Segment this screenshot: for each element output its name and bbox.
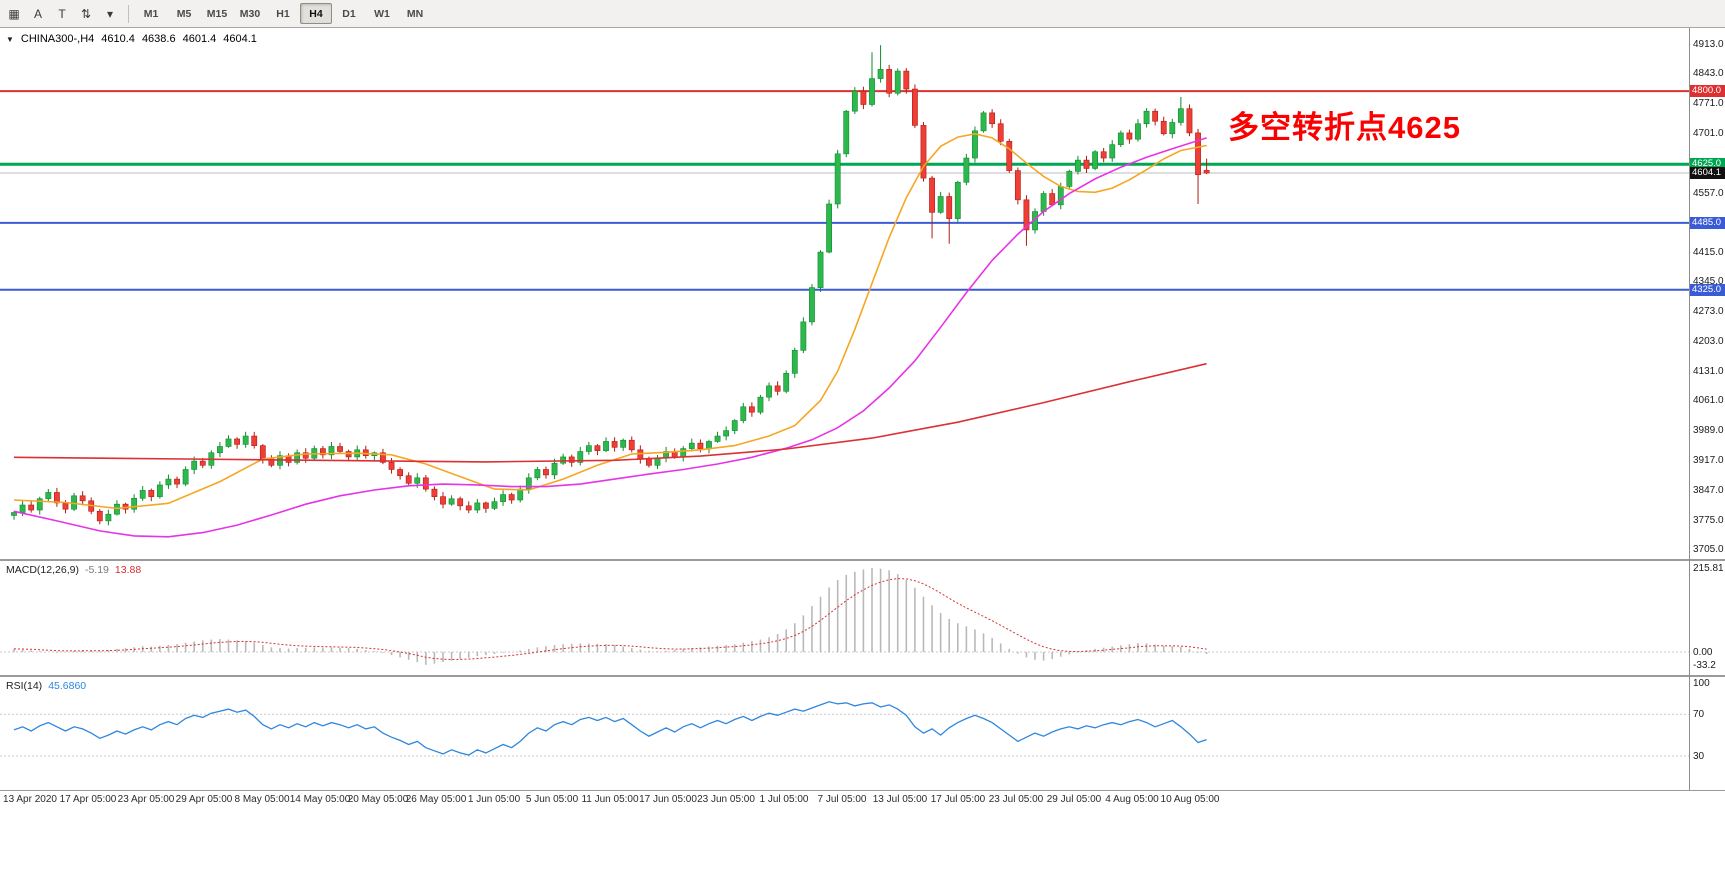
candlestick-chart[interactable] <box>0 28 1689 559</box>
date-tick: 14 May 05:00 <box>289 794 351 805</box>
macd-axis-tick: -33.2 <box>1693 659 1716 671</box>
date-tick: 23 Jun 05:00 <box>697 794 755 805</box>
font-tool-button[interactable]: A <box>33 6 42 21</box>
price-tick: 3775.0 <box>1693 514 1724 526</box>
price-tick: 4203.0 <box>1693 335 1724 347</box>
date-tick: 10 Aug 05:00 <box>1160 794 1220 805</box>
timeframe-m15[interactable]: M15 <box>206 7 228 20</box>
date-tick: 13 Jul 05:00 <box>872 794 928 805</box>
price-tick: 4913.0 <box>1693 38 1724 50</box>
rsi-axis-tick: 30 <box>1693 751 1705 762</box>
price-tick: 4415.0 <box>1693 247 1724 259</box>
date-tick: 11 Jun 05:00 <box>581 794 639 805</box>
date-tick: 7 Jul 05:00 <box>817 794 867 805</box>
timeframe-d1[interactable]: D1 <box>342 7 356 20</box>
rsi-label: RSI(14) 45.6860 <box>6 680 86 692</box>
macd-label: MACD(12,26,9) -5.19 13.88 <box>6 564 141 576</box>
scroll-mode-icon[interactable]: ⇅ <box>80 6 92 21</box>
macd-histogram <box>13 567 1208 665</box>
macd-axis-tick: 0.00 <box>1693 647 1713 658</box>
text-tool-button[interactable]: T <box>58 6 66 21</box>
macd-signal-line <box>13 578 1207 661</box>
date-tick: 17 Apr 05:00 <box>59 794 117 805</box>
macd-name: MACD(12,26,9) <box>6 564 79 576</box>
date-tick: 1 Jun 05:00 <box>467 794 521 805</box>
timeframe-mn[interactable]: MN <box>406 7 424 20</box>
timeframe-h1[interactable]: H1 <box>276 7 290 20</box>
rsi-indicator-chart[interactable] <box>0 677 1689 790</box>
dropdown-caret-icon[interactable]: ▾ <box>106 6 114 21</box>
date-axis[interactable]: 13 Apr 2020 17 Apr 05:00 23 Apr 05:00 29 Ap… <box>0 794 1725 814</box>
open-value: 4610.4 <box>101 33 135 45</box>
pane-separator[interactable] <box>0 675 1725 677</box>
date-tick: 23 Jul 05:00 <box>988 794 1044 805</box>
date-tick: 13 Apr 2020 <box>3 794 57 805</box>
date-tick: 8 May 05:00 <box>234 794 290 805</box>
price-tick: 4061.0 <box>1693 395 1724 407</box>
price-tick: 4345.0 <box>1693 276 1724 288</box>
date-tick: 26 May 05:00 <box>405 794 467 805</box>
rsi-axis-tick: 100 <box>1693 678 1710 689</box>
rsi-value: 45.6860 <box>48 680 87 692</box>
pane-separator <box>0 790 1725 791</box>
close-value: 4604.1 <box>223 33 257 45</box>
macd-main-value: -5.19 <box>84 564 109 576</box>
price-tick: 3847.0 <box>1693 484 1724 496</box>
timeframe-m30[interactable]: M30 <box>239 7 261 20</box>
chart-annotation-text: 多空转折点4625 <box>1228 110 1461 145</box>
date-tick: 20 May 05:00 <box>347 794 409 805</box>
price-axis-border <box>1689 28 1690 790</box>
price-badge-4800.0: 4800.0 <box>1690 85 1725 98</box>
price-tick: 4557.0 <box>1693 187 1724 199</box>
timeframe-buttons: M1 M5 M15 M30 H1 H4 D1 W1 MN <box>135 3 431 24</box>
chart-grid-icon[interactable]: ▦ <box>8 6 20 21</box>
date-tick: 1 Jul 05:00 <box>759 794 809 805</box>
ma-fast-orange <box>13 132 1207 510</box>
macd-signal-value: 13.88 <box>114 564 142 576</box>
chart-ohlc-title: ▼ CHINA300-,H4 4610.4 4638.6 4601.4 4604… <box>6 33 257 45</box>
macd-axis-tick: 215.81 <box>1693 562 1724 574</box>
candles-series <box>11 45 1210 526</box>
ma-slow-red <box>13 362 1207 463</box>
timeframe-m5[interactable]: M5 <box>176 7 192 20</box>
expander-icon[interactable]: ▼ <box>6 34 14 44</box>
date-tick: 23 Apr 05:00 <box>117 794 175 805</box>
timeframe-h4[interactable]: H4 <box>300 3 332 24</box>
date-tick: 17 Jun 05:00 <box>639 794 697 805</box>
date-tick: 5 Jun 05:00 <box>525 794 579 805</box>
symbol-timeframe-label: CHINA300-,H4 <box>20 33 95 45</box>
date-tick: 29 Jul 05:00 <box>1046 794 1102 805</box>
price-badge-4485.0: 4485.0 <box>1690 216 1725 229</box>
date-tick: 4 Aug 05:00 <box>1105 794 1159 805</box>
price-tick: 4843.0 <box>1693 68 1724 80</box>
low-value: 4601.4 <box>182 33 217 45</box>
toolbar-separator <box>128 4 129 23</box>
rsi-line <box>13 701 1207 756</box>
price-tick: 3989.0 <box>1693 425 1724 437</box>
rsi-name: RSI(14) <box>6 680 43 692</box>
macd-indicator-chart[interactable] <box>0 561 1689 675</box>
price-tick: 4273.0 <box>1693 306 1724 318</box>
price-badge-4604.1: 4604.1 <box>1690 167 1725 180</box>
rsi-axis-tick: 70 <box>1693 709 1705 721</box>
price-tick: 4701.0 <box>1693 127 1724 139</box>
price-tick: 3705.0 <box>1693 543 1724 555</box>
date-tick: 17 Jul 05:00 <box>930 794 986 805</box>
price-badge-4325.0: 4325.0 <box>1690 283 1725 296</box>
timeframe-w1[interactable]: W1 <box>374 7 390 20</box>
toolbar-icon-group: ▦ A T ⇅ ▾ <box>2 3 122 25</box>
price-tick: 3917.0 <box>1693 455 1724 467</box>
price-tick: 4131.0 <box>1693 365 1724 377</box>
ma-medium-magenta <box>13 137 1207 538</box>
timeframe-m1[interactable]: M1 <box>143 7 159 20</box>
date-tick: 29 Apr 05:00 <box>175 794 233 805</box>
price-tick: 4771.0 <box>1693 98 1724 110</box>
toolbar: ▦ A T ⇅ ▾ M1 M5 M15 M30 H1 H4 D1 W1 MN <box>0 0 1725 28</box>
high-value: 4638.6 <box>141 33 176 45</box>
pane-separator[interactable] <box>0 559 1725 561</box>
